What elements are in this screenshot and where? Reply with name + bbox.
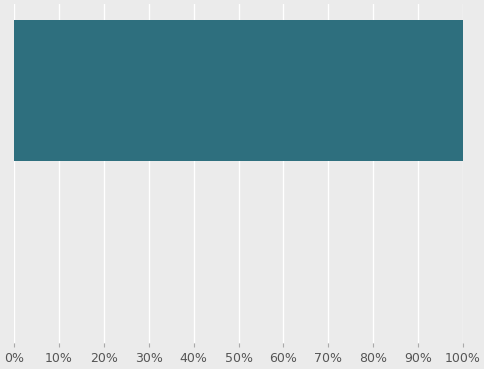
Bar	[14, 20, 462, 161]
